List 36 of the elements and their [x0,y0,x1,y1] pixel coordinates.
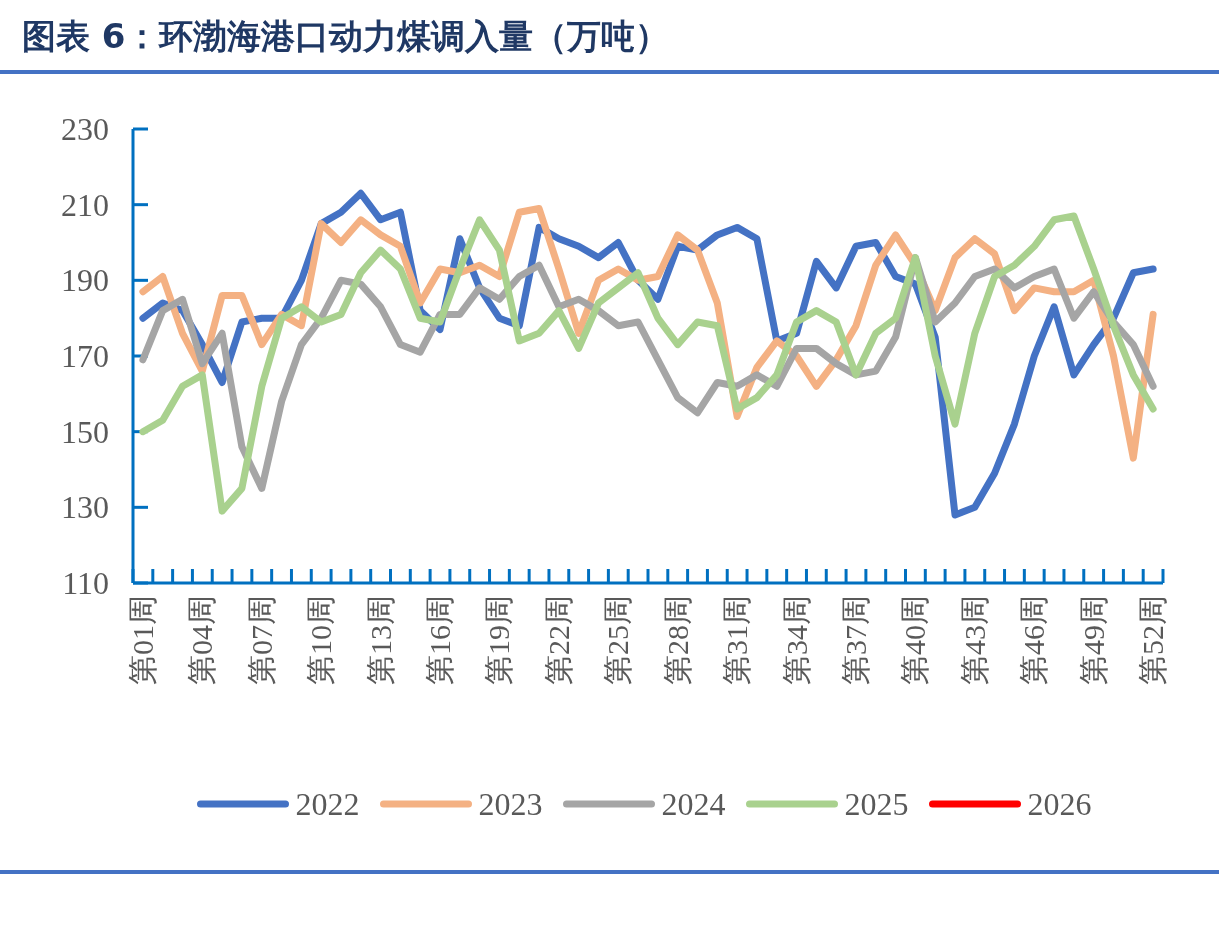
x-tick-label: 第19周 [482,595,516,685]
legend-item: 2024 [563,786,726,822]
legend-label: 2026 [1027,786,1092,822]
y-tick-label: 130 [61,489,109,526]
x-tick-label: 第01周 [125,595,159,685]
x-tick-label: 第04周 [185,595,219,685]
x-tick-label: 第07周 [244,595,278,685]
legend-label: 2023 [478,786,543,822]
x-tick-label: 第52周 [1136,595,1170,685]
y-tick-label: 110 [62,565,109,601]
y-tick-label: 190 [61,262,109,299]
y-tick-label: 210 [61,186,109,223]
x-tick-label: 第46周 [1017,595,1051,685]
legend-item: 2025 [746,786,909,822]
x-tick-label: 第16周 [423,595,457,685]
legend-item: 2026 [929,786,1092,822]
legend-label: 2024 [661,786,726,822]
x-tick-label: 第40周 [898,595,932,685]
y-tick-label: 230 [61,111,109,147]
y-tick-label: 150 [61,413,109,450]
x-tick-label: 第43周 [957,595,991,685]
legend-item: 2022 [197,786,360,822]
x-tick-label: 第31周 [720,595,754,685]
x-tick-label: 第49周 [1076,595,1110,685]
x-tick-label: 第22周 [541,595,575,685]
legend-label: 2025 [844,786,909,822]
x-tick-label: 第28周 [660,595,694,685]
x-tick-label: 第34周 [779,595,813,685]
y-tick-label: 170 [61,338,109,374]
chart-title: 图表 6：环渤海港口动力煤调入量（万吨） [22,16,670,56]
legend-item: 2023 [380,786,543,822]
x-tick-label: 第37周 [838,595,872,685]
x-tick-label: 第10周 [304,595,338,685]
x-tick-label: 第13周 [363,595,397,685]
legend-label: 2022 [295,786,360,822]
x-tick-label: 第25周 [601,595,635,685]
